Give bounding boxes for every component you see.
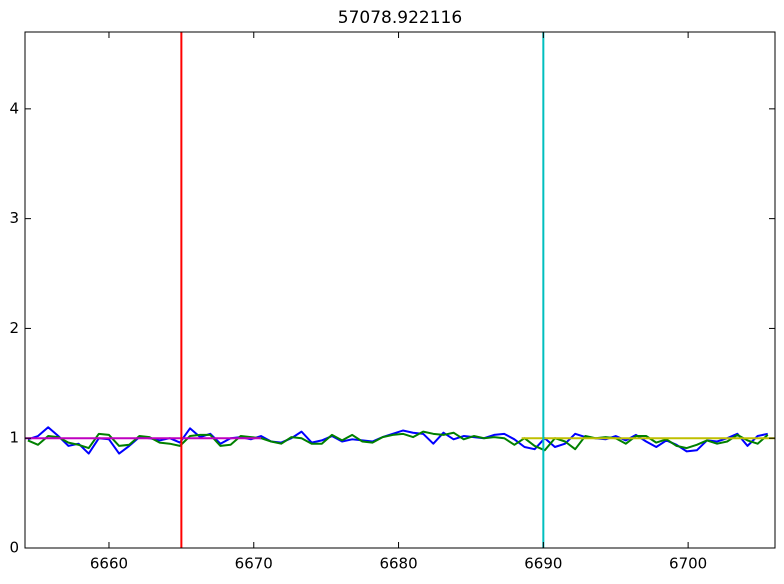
chart-title: 57078.922116 — [338, 8, 462, 28]
y-tick-label: 3 — [9, 209, 19, 227]
x-tick-label: 6660 — [90, 555, 128, 573]
y-tick-label: 0 — [9, 539, 19, 557]
x-tick-label: 6670 — [235, 555, 273, 573]
axes-frame — [24, 31, 776, 549]
x-tick-label: 6700 — [669, 555, 707, 573]
plot-area — [25, 32, 775, 548]
x-tick-label: 6690 — [524, 555, 562, 573]
y-tick-label: 4 — [9, 99, 19, 117]
x-tick-label: 6680 — [379, 555, 417, 573]
y-tick-label: 1 — [9, 429, 19, 447]
y-tick-label: 2 — [9, 319, 19, 337]
